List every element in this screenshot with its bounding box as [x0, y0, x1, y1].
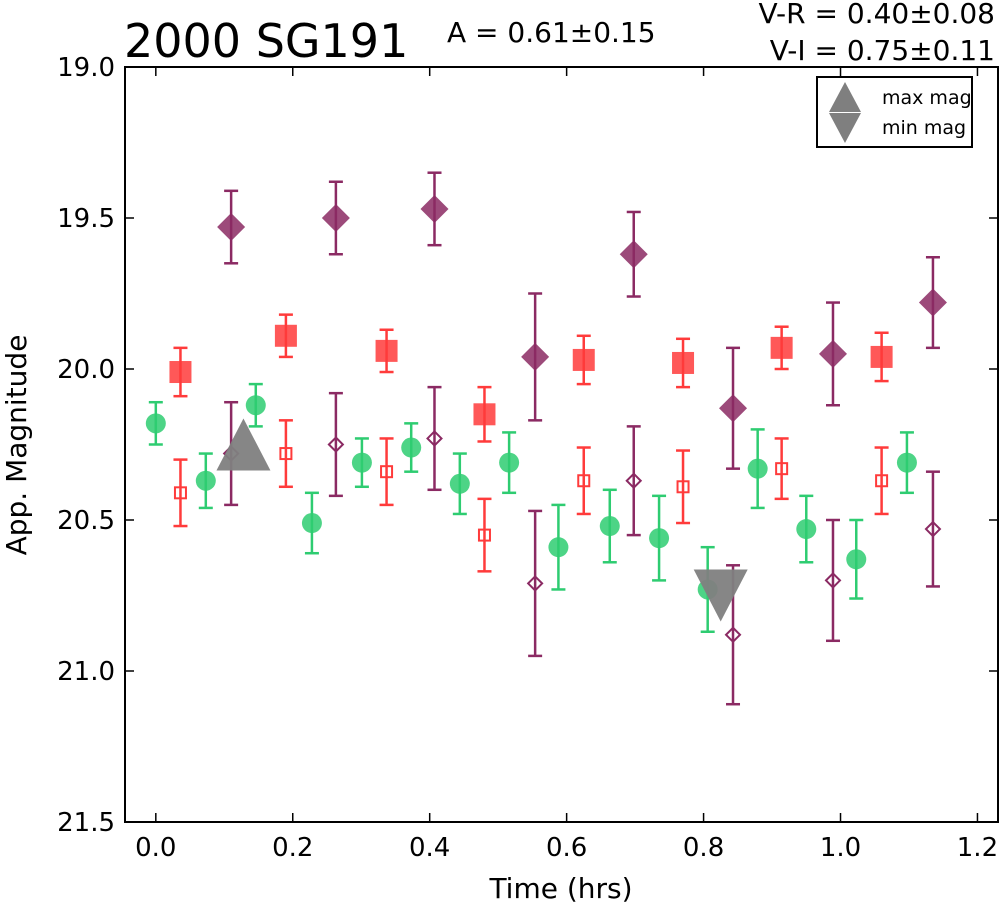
series-3 [217, 171, 947, 470]
data-point-circle [195, 470, 216, 491]
data-point-circle [449, 473, 470, 494]
data-point-circle [401, 437, 422, 458]
y-tick-label: 20.0 [57, 355, 115, 385]
y-tick-label: 21.5 [57, 808, 115, 838]
data-point-circle [548, 537, 569, 558]
y-tick-label: 20.5 [57, 506, 115, 536]
x-axis-label: Time (hrs) [488, 872, 632, 904]
data-point-circle [245, 395, 266, 416]
data-point-diamond [217, 213, 246, 242]
data-point-diamond [924, 520, 942, 538]
data-point-circle [599, 516, 620, 537]
data-point-square [477, 528, 491, 542]
max-mag-marker [216, 418, 271, 471]
data-point-circle [796, 519, 817, 540]
legend-min-mag-triangle-down-icon [829, 113, 861, 143]
color-v-i-text: V-I = 0.75±0.11 [770, 34, 995, 67]
data-point-square [870, 345, 893, 368]
data-point-diamond [619, 240, 648, 269]
data-point-square [676, 480, 690, 494]
legend-max-mag-label: max mag [882, 87, 972, 109]
x-tick-label: 1.0 [820, 833, 861, 863]
series-4 [222, 385, 942, 706]
legend-min-mag-label: min mag [882, 117, 966, 139]
data-point-circle [499, 452, 520, 473]
min-mag-marker [693, 569, 748, 622]
x-tick-label: 0.2 [272, 833, 313, 863]
y-tick-label: 19.5 [57, 204, 115, 234]
data-point-diamond [719, 394, 748, 423]
data-point-circle [301, 513, 322, 534]
data-point-diamond [321, 204, 350, 232]
x-tick-label: 0.0 [135, 833, 176, 863]
series-1 [169, 313, 893, 443]
data-point-diamond [521, 342, 550, 371]
data-point-circle [649, 528, 670, 549]
y-tick-label: 21.0 [57, 657, 115, 687]
data-point-diamond [918, 288, 947, 317]
data-point-square [380, 465, 394, 479]
x-tick-label: 0.4 [409, 833, 450, 863]
data-point-square [279, 447, 293, 461]
data-point-square [173, 486, 187, 500]
series-0 [145, 382, 917, 633]
data-point-diamond [420, 194, 449, 223]
x-tick-label: 1.2 [957, 833, 998, 863]
data-point-circle [747, 458, 768, 479]
data-point-circle [351, 452, 372, 473]
y-tick-label: 19.0 [57, 53, 115, 83]
plot-frame [124, 66, 999, 823]
x-tick-label: 0.8 [683, 833, 724, 863]
data-point-square [169, 361, 192, 384]
data-point-diamond [526, 575, 544, 592]
data-point-square [572, 348, 595, 371]
data-point-square [375, 339, 398, 362]
y-axis-label: App. Magnitude [0, 335, 33, 556]
data-point-square [875, 474, 889, 488]
data-marks [145, 171, 947, 706]
series-2 [173, 419, 889, 573]
x-tick-label: 0.6 [546, 833, 587, 863]
data-point-diamond [625, 472, 643, 490]
data-point-circle [896, 452, 917, 473]
data-point-diamond [327, 436, 345, 453]
data-point-square [274, 324, 297, 347]
legend: max mag min mag [816, 76, 973, 148]
data-point-square [775, 462, 789, 476]
data-point-circle [846, 549, 867, 570]
data-point-diamond [818, 339, 847, 368]
data-point-diamond [724, 626, 742, 644]
axis-ticks: 0.0 0.2 0.4 0.6 0.8 1.0 1.2 19.0 19.5 20.0 20.5 21.… [57, 53, 998, 863]
data-point-circle [145, 413, 166, 434]
data-point-square [672, 351, 695, 374]
data-point-diamond [824, 571, 842, 589]
data-point-square [577, 474, 591, 488]
color-v-r-text: V-R = 0.40±0.08 [759, 0, 995, 30]
legend-max-mag-triangle-up-icon [829, 82, 861, 112]
data-point-diamond [426, 430, 443, 447]
amplitude-text: A = 0.61±0.15 [447, 16, 656, 49]
data-point-square [770, 336, 793, 359]
chart-title: 2000 SG191 [124, 14, 408, 68]
data-point-square [473, 403, 496, 426]
